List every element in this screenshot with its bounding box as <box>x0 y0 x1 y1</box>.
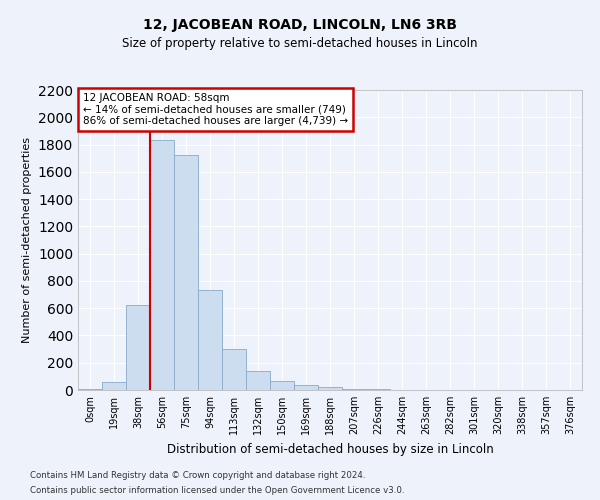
Text: Distribution of semi-detached houses by size in Lincoln: Distribution of semi-detached houses by … <box>167 442 493 456</box>
Text: Contains public sector information licensed under the Open Government Licence v3: Contains public sector information licen… <box>30 486 404 495</box>
Bar <box>270 381 294 390</box>
Text: Contains HM Land Registry data © Crown copyright and database right 2024.: Contains HM Land Registry data © Crown c… <box>30 471 365 480</box>
Bar <box>150 140 174 390</box>
Text: 12, JACOBEAN ROAD, LINCOLN, LN6 3RB: 12, JACOBEAN ROAD, LINCOLN, LN6 3RB <box>143 18 457 32</box>
Text: 12 JACOBEAN ROAD: 58sqm
← 14% of semi-detached houses are smaller (749)
86% of s: 12 JACOBEAN ROAD: 58sqm ← 14% of semi-de… <box>83 93 348 126</box>
Bar <box>174 156 198 390</box>
Text: Size of property relative to semi-detached houses in Lincoln: Size of property relative to semi-detach… <box>122 38 478 51</box>
Bar <box>198 290 222 390</box>
Bar <box>102 382 126 390</box>
Bar <box>222 349 246 390</box>
Bar <box>294 385 318 390</box>
Bar <box>78 388 102 390</box>
Bar <box>126 306 150 390</box>
Bar <box>342 388 366 390</box>
Bar <box>246 371 270 390</box>
Y-axis label: Number of semi-detached properties: Number of semi-detached properties <box>22 137 32 343</box>
Bar <box>318 388 342 390</box>
